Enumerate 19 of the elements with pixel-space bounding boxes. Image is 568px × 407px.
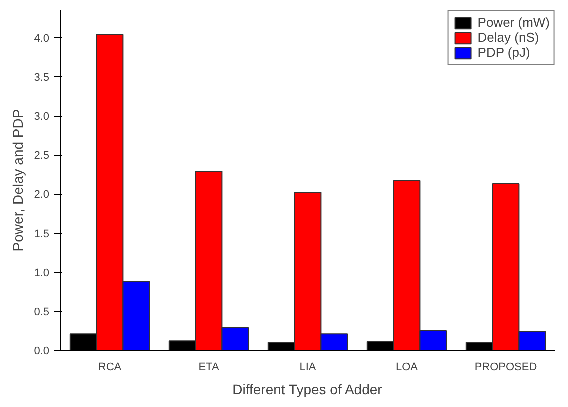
y-tick-label: 3.0 bbox=[34, 111, 50, 124]
y-tick-label: 2.5 bbox=[34, 150, 50, 162]
y-tick-label: 3.5 bbox=[34, 72, 50, 84]
legend-label: PDP (pJ) bbox=[478, 45, 530, 60]
x-tick-label: LIA bbox=[300, 362, 317, 374]
y-tick-label: 0.0 bbox=[34, 346, 50, 358]
y-tick-label: 2.0 bbox=[34, 189, 50, 202]
x-tick-label: ETA bbox=[198, 362, 220, 374]
y-tick-label: 1.0 bbox=[34, 267, 50, 280]
x-tick-label: LOA bbox=[396, 362, 419, 374]
y-tick-label: 0.5 bbox=[34, 306, 50, 318]
y-tick-label: 4.0 bbox=[34, 32, 50, 45]
x-tick-label: RCA bbox=[98, 362, 122, 374]
x-tick-label: PROPOSED bbox=[474, 362, 538, 374]
y-axis-title: Power, Delay and PDP bbox=[10, 109, 26, 252]
x-axis-title: Different Types of Adder bbox=[232, 382, 383, 398]
legend-label: Delay (nS) bbox=[478, 30, 540, 45]
legend-label: Power (mW) bbox=[478, 15, 550, 30]
y-tick-label: 1.5 bbox=[34, 228, 50, 240]
